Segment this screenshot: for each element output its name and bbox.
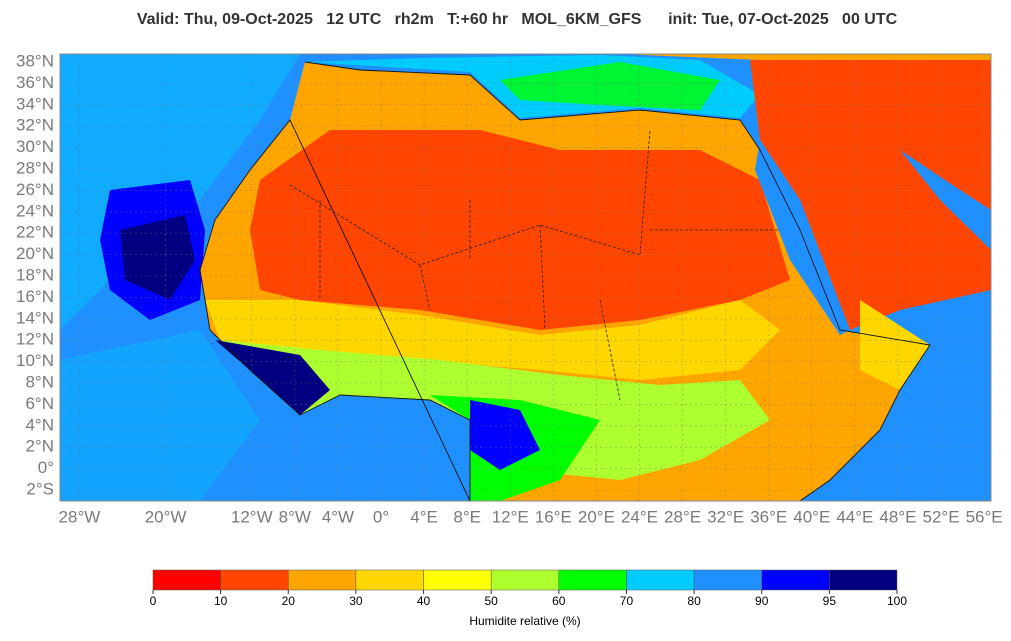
lon-label: 8°W [279, 507, 311, 526]
lat-label: 32°N [16, 116, 54, 135]
lon-label: 16°E [535, 507, 572, 526]
lat-label: 26°N [16, 180, 54, 199]
colorbar-segment [829, 569, 898, 591]
colorbar-tick-label: 95 [823, 594, 837, 608]
colorbar-segment [761, 569, 830, 591]
lat-label: 28°N [16, 158, 54, 177]
colorbar-segment [693, 569, 762, 591]
lat-label: 30°N [16, 137, 54, 156]
lon-label: 20°W [145, 507, 187, 526]
colorbar-segment [490, 569, 560, 591]
colorbar-tick-label: 100 [887, 594, 907, 608]
colorbar-tick-label: 20 [282, 594, 296, 608]
lat-label: 36°N [16, 73, 54, 92]
borders [289, 129, 780, 401]
lon-label: 12°E [492, 507, 529, 526]
colorbar-tick-label: 30 [349, 594, 363, 608]
colorbar-tick-label: 60 [552, 594, 566, 608]
map-frame [59, 53, 992, 502]
mediterranean-green [500, 62, 720, 110]
lon-label: 40°E [793, 507, 830, 526]
colorbar-tick-label: 10 [214, 594, 228, 608]
lat-label: 4°N [25, 415, 54, 434]
lat-label: 22°N [16, 223, 54, 242]
lat-label: 20°N [16, 244, 54, 263]
colorbar-label: Humidite relative (%) [469, 614, 580, 628]
colorbar-segment [423, 569, 492, 591]
lat-label: 34°N [16, 94, 54, 113]
lat-label: 8°N [25, 372, 54, 391]
lat-label: 14°N [16, 308, 54, 327]
sahara-dry [250, 130, 790, 330]
ocean-moist [60, 330, 260, 501]
lon-label: 52°E [923, 507, 960, 526]
lat-label: 10°N [16, 351, 54, 370]
title: Valid: Thu, 09-Oct-2025 12 UTC rh2m T:+6… [137, 11, 898, 28]
horn [860, 300, 930, 390]
colorbar-segment [288, 569, 357, 591]
red-sea [755, 140, 850, 335]
lon-label: 8°E [453, 507, 481, 526]
lat-label: 24°N [16, 201, 54, 220]
lon-label: 4°E [410, 507, 438, 526]
lon-label: 20°E [578, 507, 615, 526]
map [59, 53, 992, 502]
lon-label: 12°W [231, 507, 273, 526]
sahel [205, 300, 780, 380]
colorbar-tick-label: 80 [687, 594, 701, 608]
colorbar-tick-label: 90 [755, 594, 769, 608]
lon-label: 44°E [836, 507, 873, 526]
lon-label: 48°E [879, 507, 916, 526]
lat-label: 18°N [16, 265, 54, 284]
colorbar-segment [626, 569, 695, 591]
lat-label: 6°N [25, 394, 54, 413]
lon-label: 4°W [322, 507, 354, 526]
cameroon-humid [470, 400, 540, 470]
lon-label: 36°E [750, 507, 787, 526]
lon-label: 0° [373, 507, 389, 526]
lon-label: 56°E [966, 507, 1003, 526]
lon-label: 28°W [59, 507, 101, 526]
lat-label: 16°N [16, 287, 54, 306]
lon-label: 24°E [621, 507, 658, 526]
lat-label: 0° [38, 458, 54, 477]
guinea-humid [215, 340, 330, 415]
lat-label: 38°N [16, 51, 54, 70]
lat-label: 2°S [26, 479, 54, 498]
lon-label: 28°E [664, 507, 701, 526]
colorbar-segment [152, 569, 221, 591]
colorbar-tick-label: 70 [620, 594, 634, 608]
arabia [750, 60, 991, 330]
colorbar-segment [558, 569, 627, 591]
ocean-humid [120, 215, 195, 300]
gulf [900, 150, 991, 250]
colorbar-segment [355, 569, 424, 591]
colorbar-tick-label: 0 [150, 594, 157, 608]
lat-label: 12°N [16, 330, 54, 349]
colorbar-tick-label: 50 [485, 594, 499, 608]
colorbar-segment [220, 569, 289, 591]
colorbar-tick-label: 40 [417, 594, 431, 608]
lat-label: 2°N [25, 437, 54, 456]
lon-label: 32°E [707, 507, 744, 526]
coastline [199, 61, 931, 501]
